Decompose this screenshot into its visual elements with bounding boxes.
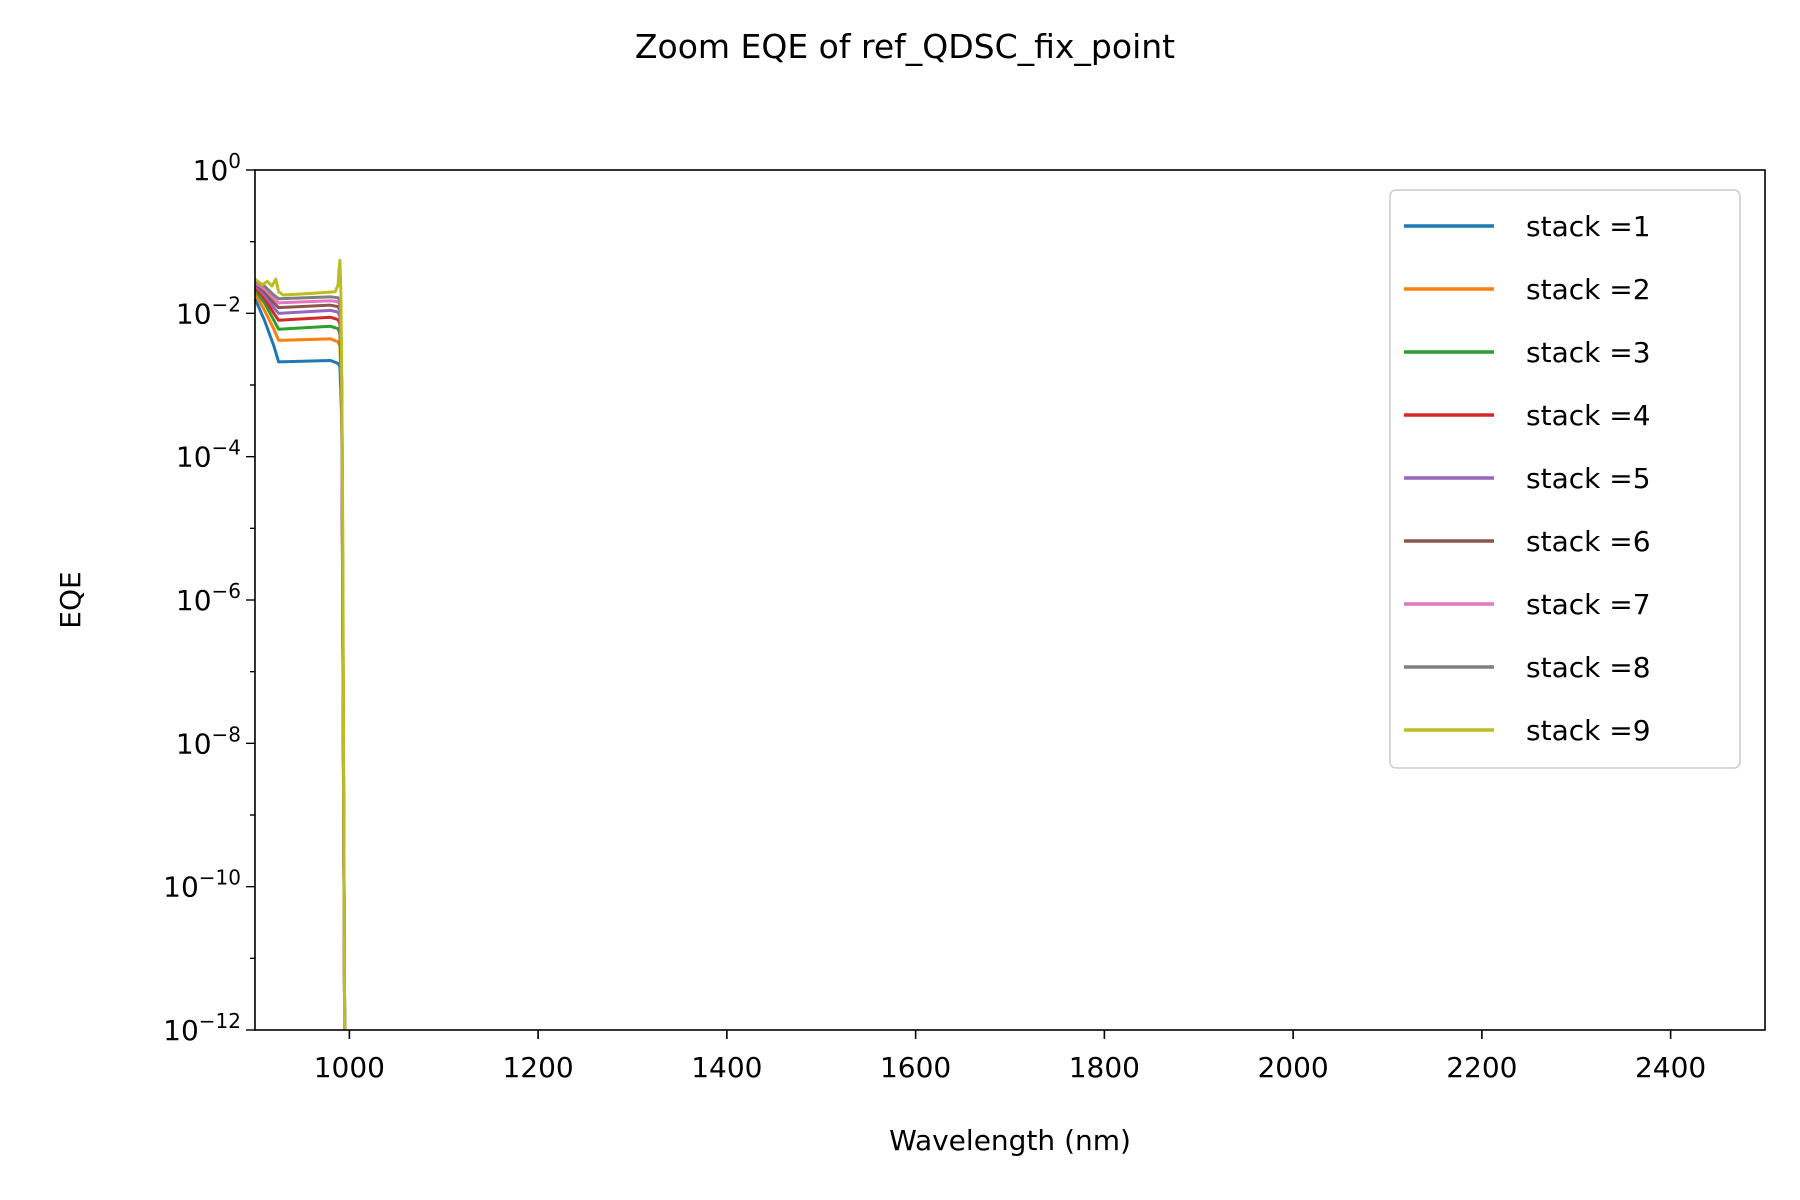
x-tick-label: 2000 <box>1257 1051 1328 1084</box>
legend-label: stack =7 <box>1526 588 1651 621</box>
chart-title: Zoom EQE of ref_QDSC_fix_point <box>635 27 1175 66</box>
y-tick-label: 10−6 <box>176 579 241 617</box>
y-tick-label: 10−2 <box>176 292 241 330</box>
x-tick-label: 1600 <box>880 1051 951 1084</box>
y-tick-label: 10−4 <box>176 436 241 474</box>
series-line-stack-9 <box>254 258 347 1031</box>
x-tick-label: 2200 <box>1446 1051 1517 1084</box>
legend-label: stack =9 <box>1526 714 1651 747</box>
y-axis-ticks: 100 10−2 10−4 10−6 10−8 10−10 10−12 <box>163 149 255 1047</box>
legend-label: stack =6 <box>1526 525 1651 558</box>
y-axis-label: EQE <box>54 571 87 628</box>
x-axis-label: Wavelength (nm) <box>889 1124 1131 1157</box>
x-tick-label: 1200 <box>502 1051 573 1084</box>
legend-label: stack =4 <box>1526 399 1651 432</box>
y-tick-label: 10−8 <box>176 722 241 760</box>
legend: stack =1 stack =2 stack =3 stack =4 stack =5… <box>1389 189 1741 769</box>
x-tick-label: 1000 <box>314 1051 385 1084</box>
legend-label: stack =8 <box>1526 651 1651 684</box>
y-tick-label: 10−10 <box>163 866 241 904</box>
legend-label: stack =1 <box>1526 210 1651 243</box>
series-line-stack-8 <box>254 279 347 1031</box>
legend-box <box>1389 189 1741 769</box>
legend-label: stack =3 <box>1526 336 1651 369</box>
plot-lines <box>253 258 347 1031</box>
series-line-stack-3 <box>253 289 347 1031</box>
y-tick-label: 100 <box>193 149 241 187</box>
x-axis-ticks: 1000 1200 1400 1600 1800 2000 2200 2400 <box>314 1030 1706 1084</box>
series-line-stack-7 <box>254 281 347 1031</box>
series-line-stack-6 <box>254 282 347 1031</box>
series-line-stack-4 <box>253 286 347 1031</box>
legend-label: stack =2 <box>1526 273 1651 306</box>
x-tick-label: 1800 <box>1069 1051 1140 1084</box>
series-line-stack-1 <box>253 298 347 1031</box>
x-tick-label: 1400 <box>691 1051 762 1084</box>
x-tick-label: 2400 <box>1635 1051 1706 1084</box>
series-line-stack-5 <box>253 283 347 1031</box>
y-tick-label: 10−12 <box>163 1009 241 1047</box>
legend-label: stack =5 <box>1526 462 1651 495</box>
series-line-stack-2 <box>253 292 347 1031</box>
